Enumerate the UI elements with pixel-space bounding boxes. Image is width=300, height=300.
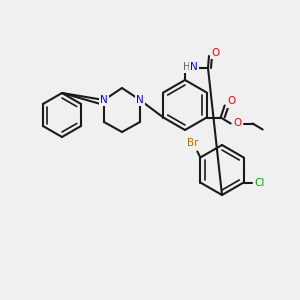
Text: N: N bbox=[136, 95, 144, 105]
Text: Cl: Cl bbox=[254, 178, 265, 188]
Text: Br: Br bbox=[187, 139, 198, 148]
Text: O: O bbox=[227, 97, 236, 106]
Text: N: N bbox=[100, 95, 108, 105]
Text: O: O bbox=[233, 118, 242, 128]
Text: N: N bbox=[190, 62, 198, 72]
Text: O: O bbox=[211, 48, 219, 58]
Text: H: H bbox=[183, 62, 191, 72]
